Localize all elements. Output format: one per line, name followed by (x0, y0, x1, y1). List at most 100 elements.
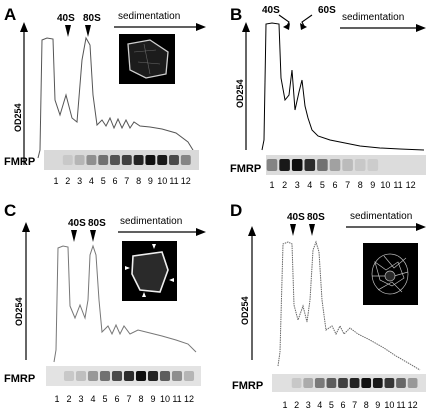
panel-d-band-7 (349, 378, 360, 388)
panel-c-band-7 (123, 371, 135, 381)
panel-b-60s-arrowhead (300, 23, 307, 30)
panel-a-lane-2: 2 (65, 176, 70, 186)
panel-b-band-1 (266, 159, 278, 171)
panel-c-inset-arrowhead-4 (142, 292, 146, 297)
panel-a-lane-7: 7 (124, 176, 129, 186)
panel-a-peak-40s: 40S (57, 13, 75, 24)
panel-d-y-axis-arrow (248, 226, 256, 236)
panel-c-lane-5: 5 (102, 394, 107, 404)
panel-c-band-9 (147, 371, 159, 381)
panel-d-band-11 (396, 378, 406, 388)
panel-d-band-8 (361, 378, 372, 388)
panel-b-sedimentation-label: sedimentation (342, 12, 404, 23)
panel-c-band-11 (171, 371, 183, 381)
panel-c-lane-4: 4 (90, 394, 95, 404)
panel-a-band-6 (110, 155, 120, 165)
panel-d-band-12 (407, 378, 418, 388)
panel-d-band-5 (326, 378, 337, 388)
panel-a-band-8 (133, 155, 144, 165)
panel-c-inset-cell (131, 251, 169, 293)
panel-b-od-profile (261, 22, 425, 151)
panel-a-40s-arrowhead (65, 25, 71, 37)
panel-a-letter: A (4, 5, 16, 24)
panel-b-band-6 (329, 159, 341, 171)
panel-d-80s-arrowhead (309, 224, 315, 236)
panel-a-band-2 (62, 155, 73, 165)
panel-a-y-axis-arrow (20, 22, 28, 32)
panel-d-band-10 (384, 378, 395, 388)
panel-c-peak-40s: 40S (68, 218, 86, 229)
panel-a-lane-6: 6 (112, 176, 117, 186)
panel-a-band-4 (86, 155, 97, 165)
panel-c-band-8 (135, 371, 147, 381)
panel-d-lane-2: 2 (294, 400, 299, 410)
panel-c-band-12 (183, 371, 195, 381)
panel-c-inset-arrowhead-3 (169, 278, 174, 282)
panel-b-y-label: OD254 (235, 79, 245, 108)
panel-c-bands (63, 371, 195, 381)
panel-b-60s-pointer (301, 14, 313, 27)
panel-d-lane-10: 10 (384, 400, 394, 410)
panel-b-lane-2: 2 (282, 180, 287, 190)
panel-c-band-10 (159, 371, 171, 381)
panel-c-inset-arrowhead-1 (152, 244, 156, 249)
panel-c-od-profile (53, 244, 197, 363)
panel-d-blot-label: FMRP (232, 380, 263, 392)
panel-d-band-3 (303, 378, 314, 388)
panel-b-lane-6: 6 (332, 180, 337, 190)
panel-d-40s-arrowhead (290, 224, 296, 236)
panel-c-band-2 (63, 371, 75, 381)
panel-d-lane-12: 12 (408, 400, 418, 410)
panel-d-letter: D (230, 201, 242, 220)
panel-a-inset-cell (127, 39, 169, 79)
panel-a-sedimentation-label: sedimentation (118, 11, 180, 22)
panel-b-lane-numbers: 1 2 3 4 5 6 7 8 9 10 11 12 (269, 180, 415, 190)
panel-c-sedimentation-arrow (196, 228, 206, 236)
panel-d-bands (291, 378, 418, 388)
panel-a-lane-3: 3 (77, 176, 82, 186)
panel-a-band-5 (98, 155, 109, 165)
panel-c-y-label: OD254 (14, 297, 24, 326)
panel-b-lane-5: 5 (320, 180, 325, 190)
panel-b-lane-9: 9 (370, 180, 375, 190)
panel-b-40s-pointer (278, 14, 290, 27)
panel-c-lane-6: 6 (114, 394, 119, 404)
panel-d-lane-4: 4 (317, 400, 322, 410)
panel-a-lane-12: 12 (181, 176, 191, 186)
panel-a-peak-80s: 80S (83, 13, 101, 24)
panel-d-lane-9: 9 (375, 400, 380, 410)
panel-a-band-12 (180, 155, 191, 165)
panel-d-lane-7: 7 (352, 400, 357, 410)
panel-a-inset-texture (133, 43, 161, 75)
panel-d-lane-11: 11 (396, 400, 405, 410)
panel-a-lane-8: 8 (136, 176, 141, 186)
panel-b-lane-12: 12 (406, 180, 416, 190)
panel-a-sedimentation-arrow (196, 23, 206, 31)
panel-d-lane-5: 5 (329, 400, 334, 410)
panel-d-lane-8: 8 (364, 400, 369, 410)
panel-d-band-6 (338, 378, 348, 388)
panel-c-sedimentation-label: sedimentation (120, 216, 182, 227)
panel-c-lane-2: 2 (66, 394, 71, 404)
panel-b-band-4 (304, 159, 316, 171)
panel-c-lane-11: 11 (172, 394, 181, 404)
panel-a-band-3 (74, 155, 85, 165)
panel-d-lane-numbers: 1 2 3 4 5 6 7 8 9 10 11 12 (282, 400, 417, 410)
panel-c-80s-arrowhead (90, 230, 96, 242)
panel-a-lane-11: 11 (169, 176, 178, 186)
panel-b-blot-label: FMRP (230, 163, 261, 175)
panel-a-lane-5: 5 (101, 176, 106, 186)
panel-a-band-7 (121, 155, 132, 165)
panel-c-lane-9: 9 (150, 394, 155, 404)
panel-b-band-8 (354, 159, 366, 171)
panel-b-lane-1: 1 (269, 180, 274, 190)
panel-c-band-4 (87, 371, 99, 381)
panel-c-lane-3: 3 (78, 394, 83, 404)
panel-c-40s-arrowhead (71, 230, 77, 242)
panel-c-y-axis-arrow (22, 222, 30, 232)
panel-b-band-9 (367, 159, 379, 171)
panel-d-peak-80s: 80S (307, 212, 325, 223)
